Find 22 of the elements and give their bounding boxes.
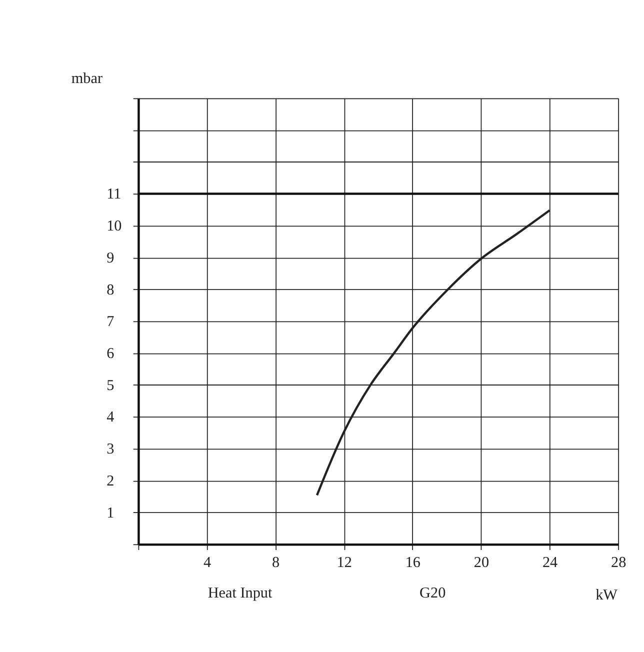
- x-tick-label: 28: [611, 554, 626, 571]
- text: G20: [420, 584, 446, 602]
- y-tick-label: 2: [106, 472, 114, 490]
- y-tick-label: 8: [106, 281, 114, 298]
- y-tick-label: 9: [106, 249, 114, 266]
- x-tick-label: 24: [542, 554, 558, 571]
- text: kW: [596, 586, 618, 604]
- y-tick-label: 3: [106, 440, 114, 458]
- y-tick-label: 11: [106, 186, 122, 203]
- x-tick-label: 20: [474, 554, 490, 571]
- y-tick-label: 5: [106, 376, 114, 394]
- y-tick-label: 4: [106, 408, 115, 426]
- x-tick-label: 12: [336, 554, 352, 571]
- y-tick-label: 10: [106, 218, 122, 235]
- y-tick-label: 6: [106, 344, 115, 362]
- x-tick-label: 8: [272, 554, 280, 571]
- y-tick-label: 1: [106, 504, 114, 522]
- y-tick-label: 7: [106, 313, 115, 330]
- x-axis-title: Heat Input: [208, 584, 274, 602]
- x-tick-label: 16: [405, 554, 421, 571]
- y-axis-title: mbar: [71, 70, 103, 88]
- x-tick-label: 4: [203, 554, 212, 571]
